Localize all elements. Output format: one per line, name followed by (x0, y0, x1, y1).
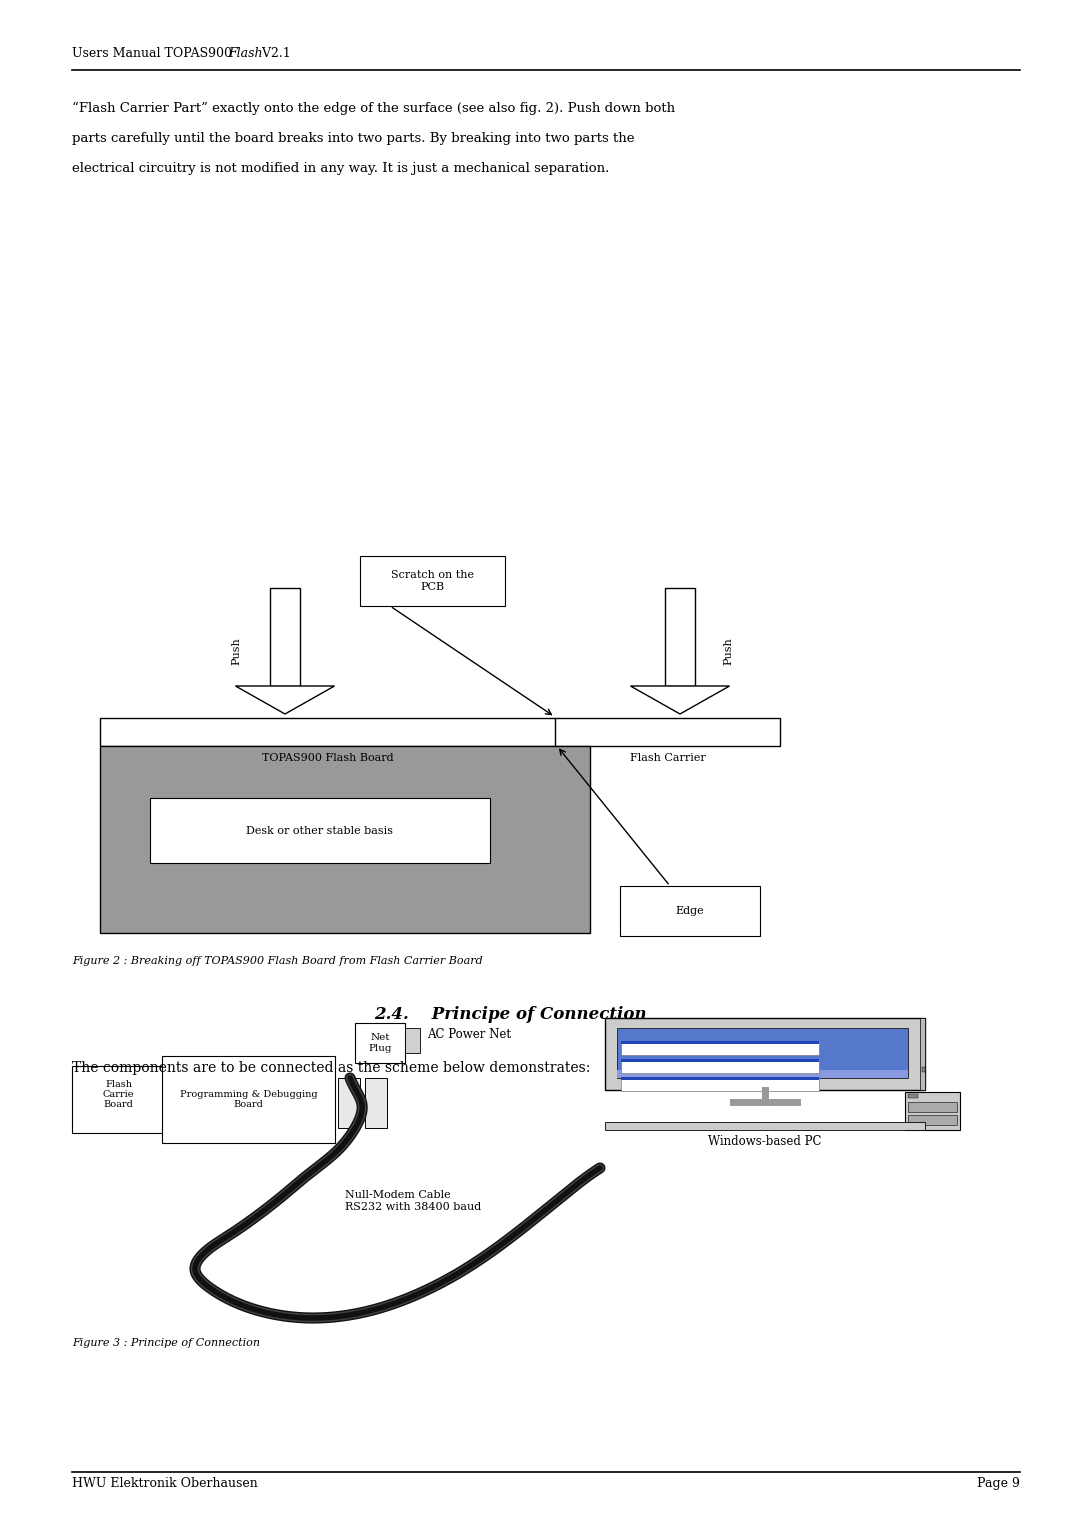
Text: 2.4.    Principe of Connection: 2.4. Principe of Connection (374, 1005, 646, 1024)
Text: Figure 2 : Breaking off TOPAS900 Flash Board from Flash Carrier Board: Figure 2 : Breaking off TOPAS900 Flash B… (72, 957, 483, 966)
Bar (908, 1115, 957, 1125)
Bar (665, 588, 696, 686)
Text: Users Manual TOPAS900: Users Manual TOPAS900 (72, 47, 237, 60)
Bar (355, 1024, 405, 1063)
Bar (162, 1056, 335, 1143)
Bar (405, 1028, 420, 1053)
Bar (621, 1041, 819, 1044)
Text: Flash
Carrie
Board: Flash Carrie Board (103, 1080, 134, 1109)
Bar (621, 1077, 819, 1091)
Bar (908, 1102, 957, 1112)
Bar (922, 1067, 924, 1073)
Bar (620, 886, 760, 937)
Bar (621, 1059, 819, 1062)
Bar (72, 1067, 165, 1132)
Text: parts carefully until the board breaks into two parts. By breaking into two part: parts carefully until the board breaks i… (72, 131, 635, 145)
Bar (150, 798, 490, 863)
Text: AC Power Net: AC Power Net (427, 1028, 511, 1041)
Bar (605, 1018, 924, 1089)
Text: Push: Push (232, 637, 242, 665)
Text: HWU Elektronik Oberhausen: HWU Elektronik Oberhausen (72, 1478, 258, 1490)
Text: “Flash Carrier Part” exactly onto the edge of the surface (see also fig. 2). Pus: “Flash Carrier Part” exactly onto the ed… (72, 102, 675, 115)
Bar (100, 746, 590, 934)
Bar (365, 1077, 387, 1128)
Text: Programming & Debugging
Board: Programming & Debugging Board (179, 1089, 318, 1109)
Bar (621, 1059, 819, 1073)
Text: Scratch on the
PCB: Scratch on the PCB (391, 570, 474, 591)
Text: Page 9: Page 9 (977, 1478, 1020, 1490)
Polygon shape (631, 686, 729, 714)
Text: Figure 3 : Principe of Connection: Figure 3 : Principe of Connection (72, 1339, 260, 1348)
Text: Edge: Edge (676, 906, 704, 915)
Text: Net
Plug: Net Plug (368, 1033, 392, 1053)
Bar (617, 1028, 908, 1077)
Text: Push: Push (724, 637, 733, 665)
Text: Null-Modem Cable
RS232 with 38400 baud: Null-Modem Cable RS232 with 38400 baud (345, 1190, 482, 1212)
Bar (617, 1070, 908, 1077)
Bar (605, 1122, 924, 1131)
Bar (908, 1094, 918, 1099)
Text: Desk or other stable basis: Desk or other stable basis (246, 825, 393, 836)
Bar (621, 1041, 819, 1054)
Bar (920, 1018, 924, 1089)
Bar (621, 1077, 819, 1080)
Text: Flash Carrier: Flash Carrier (630, 753, 705, 762)
Polygon shape (235, 686, 335, 714)
Bar (100, 718, 780, 746)
Text: Windows-based PC: Windows-based PC (707, 1135, 821, 1148)
Text: V2.1: V2.1 (258, 47, 291, 60)
Bar (270, 588, 300, 686)
Bar (360, 556, 505, 607)
Text: Flash: Flash (228, 47, 262, 60)
Text: electrical circuitry is not modified in any way. It is just a mechanical separat: electrical circuitry is not modified in … (72, 162, 609, 176)
Bar (905, 1093, 960, 1131)
Text: The components are to be connected as the scheme below demonstrates:: The components are to be connected as th… (72, 1060, 591, 1076)
Text: TOPAS900 Flash Board: TOPAS900 Flash Board (261, 753, 393, 762)
Bar (338, 1077, 360, 1128)
